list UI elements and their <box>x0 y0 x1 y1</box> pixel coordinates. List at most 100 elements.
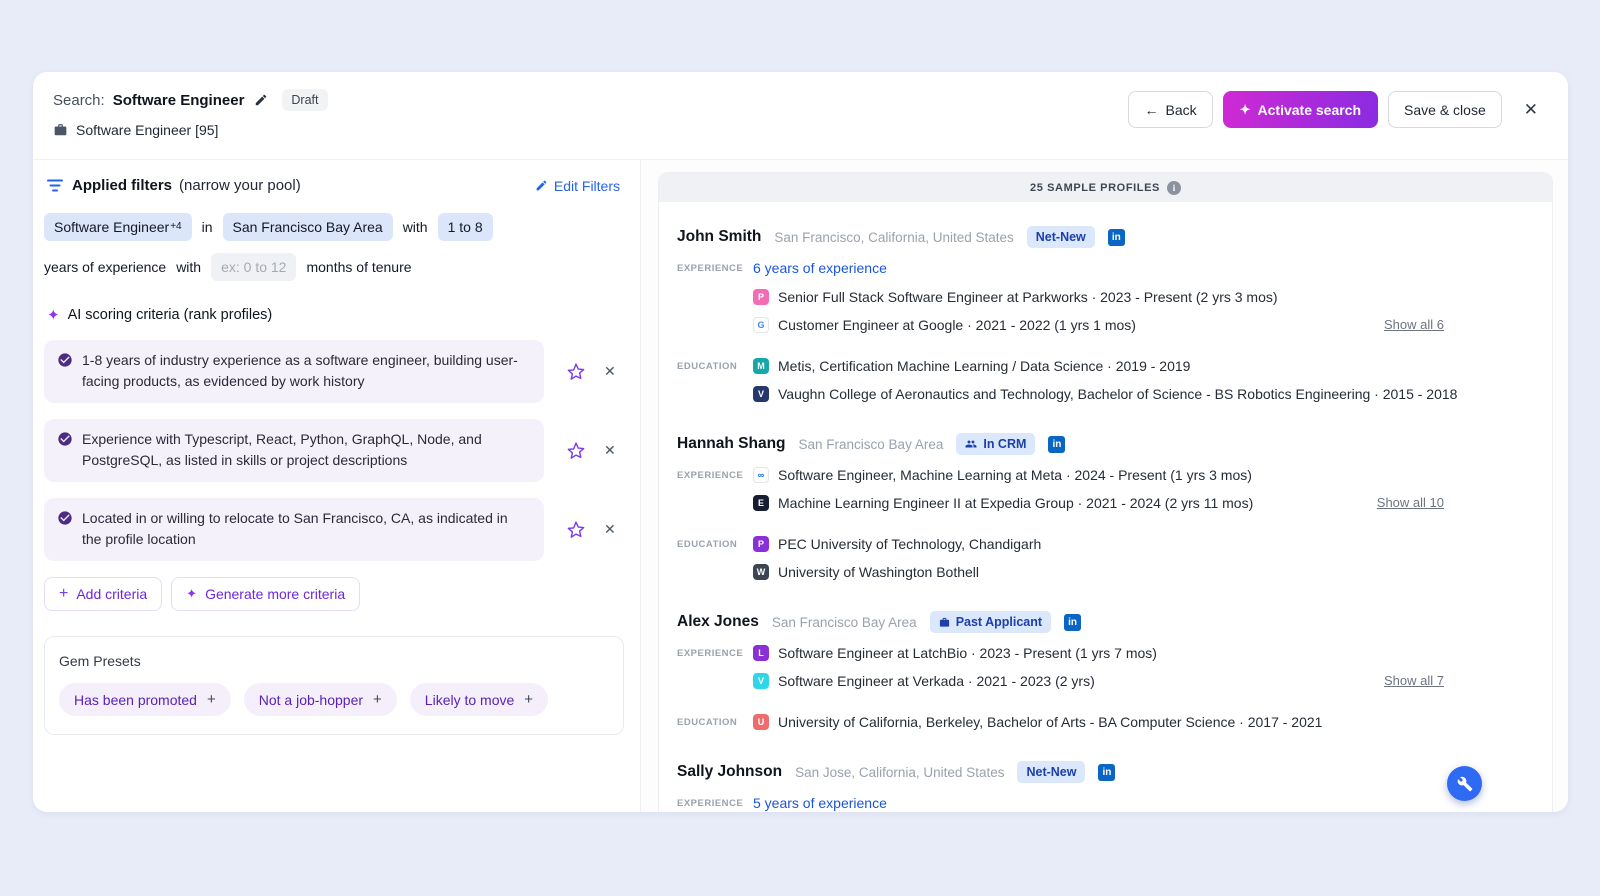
preset-chip-has-been-promoted[interactable]: Has been promoted + <box>59 683 231 716</box>
filter-chip-location[interactable]: San Francisco Bay Area <box>222 213 393 241</box>
linkedin-icon[interactable]: in <box>1064 613 1082 631</box>
remove-criteria-button[interactable]: ✕ <box>604 363 616 379</box>
back-button[interactable]: ← Back <box>1128 91 1213 128</box>
check-circle-icon <box>57 431 73 471</box>
latchbio-logo: L <box>753 645 769 661</box>
experience-label: EXPERIENCE <box>677 263 744 274</box>
show-all-experience-link[interactable]: Show all 7 <box>1384 673 1444 688</box>
gem-presets-card: Gem Presets Has been promoted + Not a jo… <box>44 636 624 735</box>
education-entry: V Vaughn College of Aeronautics and Tech… <box>753 384 1528 404</box>
star-criteria-button[interactable] <box>566 441 586 461</box>
criteria-text: Experience with Typescript, React, Pytho… <box>82 431 482 468</box>
filter-chip-years-range[interactable]: 1 to 8 <box>437 213 493 241</box>
edit-title-button[interactable] <box>254 93 268 107</box>
profile-name: Sally Johnson <box>677 763 783 780</box>
pec-university-logo: P <box>753 536 769 552</box>
criteria-text: 1-8 years of industry experience as a so… <box>82 352 518 389</box>
connector-with-1: with <box>402 219 428 235</box>
star-criteria-button[interactable] <box>566 520 586 540</box>
expedia-logo: E <box>753 495 769 511</box>
remove-criteria-button[interactable]: ✕ <box>604 442 616 458</box>
profile-card-hannah-shang: Hannah Shang San Francisco Bay Area In C… <box>677 433 1528 590</box>
search-editor-window: Search: Software Engineer Draft Software… <box>33 72 1568 812</box>
linkedin-icon[interactable]: in <box>1048 435 1066 453</box>
status-badge-net-new: Net-New <box>1026 226 1095 248</box>
linkedin-icon[interactable]: in <box>1098 763 1116 781</box>
search-title: Software Engineer <box>112 91 245 109</box>
wrench-fab-button[interactable] <box>1447 766 1482 801</box>
header-actions: ← Back ✦ Activate search Save & close ✕ <box>1128 91 1538 128</box>
job-title-count: Software Engineer [95] <box>76 122 219 138</box>
criteria-text: Located in or willing to relocate to San… <box>82 510 508 547</box>
connector-in: in <box>201 219 213 235</box>
check-circle-icon <box>57 352 73 392</box>
filters-panel: Applied filters (narrow your pool) Edit … <box>33 160 641 812</box>
criteria-row: Experience with Typescript, React, Pytho… <box>44 419 624 482</box>
education-label: EDUCATION <box>677 361 738 372</box>
pencil-icon <box>536 180 547 191</box>
wrench-icon <box>1457 776 1472 791</box>
ai-criteria-card-2[interactable]: Experience with Typescript, React, Pytho… <box>44 419 544 482</box>
education-entry: P PEC University of Technology, Chandiga… <box>753 534 1528 554</box>
star-criteria-button[interactable] <box>566 362 586 382</box>
plus-icon: + <box>524 691 534 708</box>
experience-entry: L Software Engineer at LatchBio · 2023 -… <box>753 643 1528 663</box>
education-entry: U University of California, Berkeley, Ba… <box>753 712 1528 732</box>
plus-icon: + <box>373 691 382 708</box>
uw-bothell-logo: W <box>753 564 769 580</box>
show-all-experience-link[interactable]: Show all 10 <box>1376 495 1444 510</box>
criteria-row: Located in or willing to relocate to San… <box>44 498 624 561</box>
ai-scoring-heading: AI scoring criteria (rank profiles) <box>67 307 273 323</box>
metis-logo: M <box>753 358 769 374</box>
sparkle-icon: ✦ <box>186 586 198 601</box>
uc-berkeley-logo: U <box>753 714 769 730</box>
profile-name: Hannah Shang <box>677 435 786 452</box>
plus-icon: + <box>206 691 216 708</box>
profile-location: San Jose, California, United States <box>795 764 1005 780</box>
ai-criteria-card-3[interactable]: Located in or willing to relocate to San… <box>44 498 544 561</box>
sparkle-icon: ✦ <box>1239 101 1251 117</box>
applied-filters-hint: (narrow your pool) <box>179 177 301 194</box>
experience-label: EXPERIENCE <box>677 470 744 481</box>
edit-filters-link[interactable]: Edit Filters <box>535 178 620 194</box>
info-icon[interactable]: i <box>1167 180 1181 195</box>
tenure-range-input[interactable]: ex: 0 to 12 <box>211 253 297 281</box>
save-close-button[interactable]: Save & close <box>1388 91 1502 128</box>
draft-status-badge: Draft <box>282 89 328 111</box>
preset-chip-likely-to-move[interactable]: Likely to move + <box>409 683 549 716</box>
sample-profiles-title: 25 SAMPLE PROFILES <box>1030 181 1160 194</box>
experience-entry: E Machine Learning Engineer II at Expedi… <box>753 493 1528 513</box>
experience-label: EXPERIENCE <box>677 798 744 809</box>
activate-search-button[interactable]: ✦ Activate search <box>1222 91 1379 128</box>
status-badge-in-crm: In CRM <box>956 433 1036 455</box>
close-icon[interactable]: ✕ <box>1523 99 1538 119</box>
filter-chip-job-title[interactable]: Software Engineer +4 <box>44 213 192 241</box>
gem-presets-heading: Gem Presets <box>59 653 141 669</box>
experience-summary-link[interactable]: 5 years of experience <box>753 795 887 811</box>
add-criteria-button[interactable]: + Add criteria <box>44 577 163 611</box>
vaughn-college-logo: V <box>753 386 769 402</box>
window-body: Applied filters (narrow your pool) Edit … <box>33 160 1568 812</box>
people-icon <box>965 440 977 448</box>
check-circle-icon <box>57 510 73 550</box>
education-label: EDUCATION <box>677 539 738 550</box>
linkedin-icon[interactable]: in <box>1107 228 1125 246</box>
sample-profiles-header: 25 SAMPLE PROFILES i <box>659 173 1552 202</box>
experience-summary-link[interactable]: 6 years of experience <box>753 260 887 276</box>
briefcase-icon <box>939 617 949 627</box>
experience-entry: ∞ Software Engineer, Machine Learning at… <box>753 465 1528 485</box>
filter-sentence: Software Engineer +4 in San Francisco Bay… <box>44 213 609 281</box>
pencil-icon <box>256 94 267 106</box>
status-badge-past-applicant: Past Applicant <box>929 611 1052 633</box>
profile-location: San Francisco, California, United States <box>774 229 1014 245</box>
sparkle-icon: ✦ <box>47 307 60 324</box>
sample-profiles-card: 25 SAMPLE PROFILES i John Smith San Fran… <box>658 172 1553 812</box>
back-arrow-icon: ← <box>1144 101 1159 118</box>
generate-more-criteria-button[interactable]: ✦ Generate more criteria <box>171 577 361 611</box>
show-all-experience-link[interactable]: Show all 6 <box>1384 317 1444 332</box>
remove-criteria-button[interactable]: ✕ <box>604 521 616 537</box>
applied-filters-heading: Applied filters <box>72 177 173 194</box>
preset-chip-not-a-job-hopper[interactable]: Not a job-hopper + <box>243 683 397 716</box>
ai-criteria-card-1[interactable]: 1-8 years of industry experience as a so… <box>44 340 544 403</box>
profile-card-sally-johnson: Sally Johnson San Jose, California, Unit… <box>677 761 1528 812</box>
